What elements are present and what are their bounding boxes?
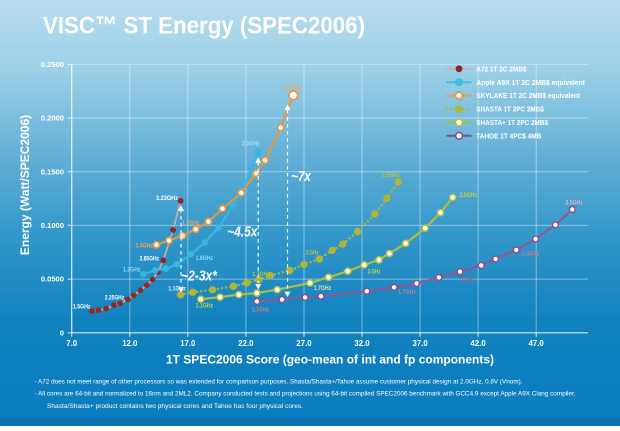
svg-text:3.23GHz: 3.23GHz xyxy=(156,195,179,202)
svg-text:12.0: 12.0 xyxy=(122,339,138,348)
svg-text:1.1GHz: 1.1GHz xyxy=(168,286,186,293)
svg-text:Apple A9X 1T 2C 2MB$ equivalen: Apple A9X 1T 2C 2MB$ equivalent xyxy=(476,78,585,87)
svg-text:~2-3x*: ~2-3x* xyxy=(181,269,218,285)
svg-text:Shasta/Shasta+ product contain: Shasta/Shasta+ product contains two phys… xyxy=(47,403,303,410)
svg-text:- All cores are 64-bit and nor: - All cores are 64-bit and normalized to… xyxy=(35,391,576,398)
svg-text:1.6GHz: 1.6GHz xyxy=(196,255,214,262)
svg-text:1.1GHz: 1.1GHz xyxy=(196,302,214,309)
svg-text:2.3GHz: 2.3GHz xyxy=(242,141,260,148)
svg-text:2.GHz: 2.GHz xyxy=(306,250,319,257)
svg-text:2.7GHz: 2.7GHz xyxy=(284,85,302,92)
svg-text:1.1GHz: 1.1GHz xyxy=(252,307,270,314)
svg-text:~7x: ~7x xyxy=(291,169,311,185)
svg-text:1.5GHz: 1.5GHz xyxy=(73,303,91,310)
svg-text:47.0: 47.0 xyxy=(529,339,545,348)
svg-text:SKYLAKE 1T 2C 2MB$ equivalent: SKYLAKE 1T 2C 2MB$ equivalent xyxy=(476,91,580,100)
svg-text:0: 0 xyxy=(60,328,64,337)
svg-text:0.1000: 0.1000 xyxy=(41,221,64,230)
svg-text:7.0: 7.0 xyxy=(66,339,78,348)
svg-text:2.GHz: 2.GHz xyxy=(461,277,474,284)
svg-text:0.2000: 0.2000 xyxy=(41,114,64,123)
svg-text:27.0: 27.0 xyxy=(296,339,312,348)
svg-text:- A72 does not meet range of o: - A72 does not meet range of other proce… xyxy=(35,379,523,386)
svg-text:~4.5x: ~4.5x xyxy=(227,225,258,241)
svg-text:42.0: 42.0 xyxy=(471,339,487,348)
svg-text:TAHOE 1T 4PC$ 4MB: TAHOE 1T 4PC$ 4MB xyxy=(476,131,541,140)
svg-text:0.0500: 0.0500 xyxy=(41,275,64,284)
svg-text:1.7GHz: 1.7GHz xyxy=(314,285,332,292)
svg-text:Energy (Watt/SPEC2006): Energy (Watt/SPEC2006) xyxy=(18,115,32,255)
svg-text:1.7GHz: 1.7GHz xyxy=(182,220,200,227)
svg-text:37.0: 37.0 xyxy=(413,339,429,348)
svg-text:17.0: 17.0 xyxy=(180,339,196,348)
svg-text:2.85GHz: 2.85GHz xyxy=(140,256,160,263)
svg-text:2.5GHz: 2.5GHz xyxy=(382,172,400,179)
svg-text:VISC™ ST Energy (SPEC2006): VISC™ ST Energy (SPEC2006) xyxy=(43,12,365,39)
svg-text:0.1500: 0.1500 xyxy=(41,167,64,176)
svg-text:22.0: 22.0 xyxy=(238,339,254,348)
svg-text:A72 1T 2C 2MB$: A72 1T 2C 2MB$ xyxy=(476,64,526,73)
svg-text:2.GHz: 2.GHz xyxy=(368,268,381,275)
svg-text:SHASTA 1T 2PC 2MB$: SHASTA 1T 2PC 2MB$ xyxy=(476,105,544,114)
svg-text:1.7GHz: 1.7GHz xyxy=(398,289,416,296)
svg-text:1.7GHz: 1.7GHz xyxy=(252,271,270,278)
svg-text:1.2GHz: 1.2GHz xyxy=(123,266,141,273)
svg-text:1T SPEC2006 Score (geo-mean of: 1T SPEC2006 Score (geo-mean of int and f… xyxy=(166,353,494,367)
svg-text:2.5GHz: 2.5GHz xyxy=(460,192,478,199)
svg-text:2.5GHz: 2.5GHz xyxy=(565,199,583,206)
svg-text:SHASTA+ 1T 2PC 2MB$: SHASTA+ 1T 2PC 2MB$ xyxy=(476,118,548,127)
svg-text:2.3GHz: 2.3GHz xyxy=(522,251,540,258)
svg-text:0.2500: 0.2500 xyxy=(41,60,64,69)
svg-text:1.4GHz: 1.4GHz xyxy=(136,242,154,249)
svg-text:2.25GHz: 2.25GHz xyxy=(105,295,125,302)
svg-text:32.0: 32.0 xyxy=(354,339,370,348)
